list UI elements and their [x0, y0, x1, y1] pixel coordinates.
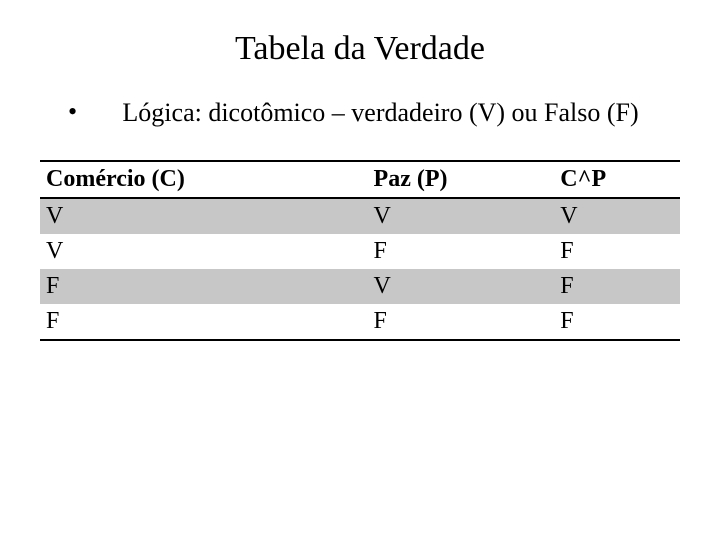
cell: V	[554, 198, 680, 234]
cell: F	[554, 269, 680, 304]
bullet-item: • Lógica: dicotômico – verdadeiro (V) ou…	[40, 96, 680, 130]
truth-table: Comércio (C) Paz (P) C^P V V V V F F F V…	[40, 160, 680, 341]
table-row: F F F	[40, 304, 680, 340]
cell: V	[368, 269, 555, 304]
cell: F	[554, 304, 680, 340]
cell: F	[40, 304, 368, 340]
cell: F	[368, 304, 555, 340]
col-header-comercio: Comércio (C)	[40, 161, 368, 198]
cell: F	[368, 234, 555, 269]
table-row: V F F	[40, 234, 680, 269]
table-row: V V V	[40, 198, 680, 234]
cell: V	[40, 198, 368, 234]
col-header-cp: C^P	[554, 161, 680, 198]
slide-title: Tabela da Verdade	[40, 30, 680, 68]
col-header-paz: Paz (P)	[368, 161, 555, 198]
bullet-marker: •	[68, 96, 77, 127]
cell: V	[40, 234, 368, 269]
table-header-row: Comércio (C) Paz (P) C^P	[40, 161, 680, 198]
cell: F	[40, 269, 368, 304]
table-row: F V F	[40, 269, 680, 304]
cell: V	[368, 198, 555, 234]
cell: F	[554, 234, 680, 269]
bullet-text: Lógica: dicotômico – verdadeiro (V) ou F…	[91, 96, 670, 130]
